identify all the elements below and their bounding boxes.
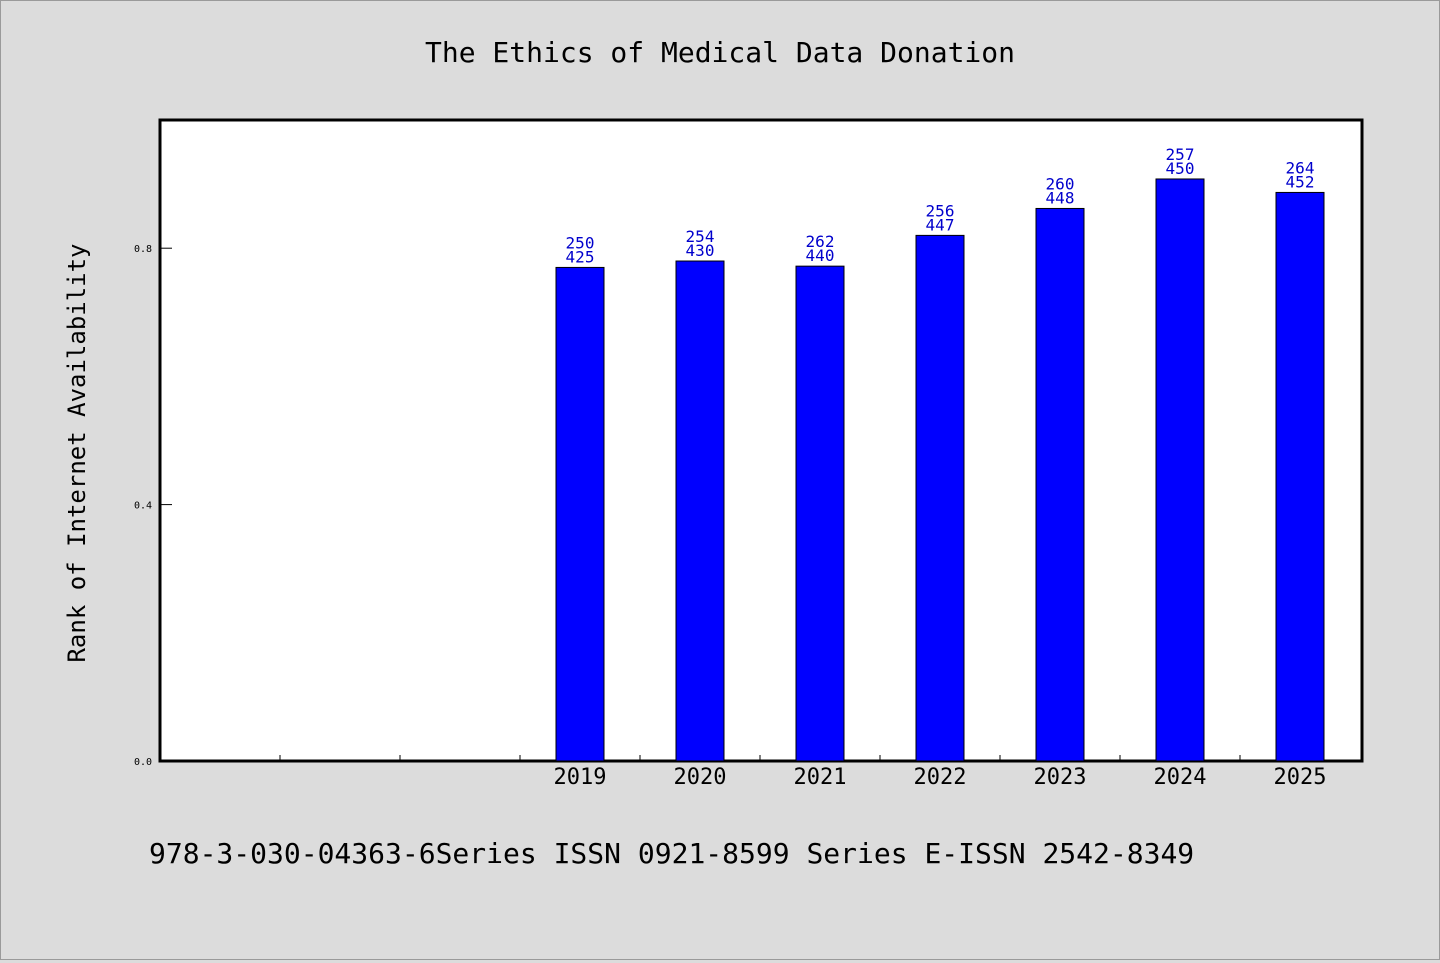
data-label-bottom-2021: 440 (806, 246, 835, 265)
data-label-top-2022: 256 (926, 201, 955, 220)
data-label-bottom-2025: 452 (1286, 172, 1315, 191)
data-label-bottom-2024: 450 (1166, 159, 1195, 178)
data-label-bottom-2019: 425 (566, 247, 595, 266)
data-label-top-2019: 250 (566, 233, 595, 252)
y-axis-ticks: 0.0 0.4 0.8 (134, 244, 172, 768)
bar-2023 (1035, 207, 1085, 762)
x-tick-label-2025: 2025 (1274, 765, 1327, 790)
data-label-top-2023: 260 (1046, 174, 1075, 193)
bar-2019 (555, 266, 605, 762)
data-label-top-2024: 257 (1166, 145, 1195, 164)
y-tick-label: 0.4 (134, 501, 152, 512)
data-label-bottom-2020: 430 (686, 241, 715, 260)
x-axis-ticks: 2019 2020 2021 2022 2023 2024 2025 (279, 755, 1327, 790)
bar-2024 (1155, 178, 1205, 762)
data-label-top-2020: 254 (686, 227, 715, 246)
bar-series (555, 178, 1325, 762)
x-tick-label-2021: 2021 (794, 765, 847, 790)
x-tick-label-2024: 2024 (1154, 765, 1207, 790)
bar-2020 (675, 260, 725, 762)
chart-title: The Ethics of Medical Data Donation (425, 36, 1015, 69)
y-axis-label: Rank of Internet Availability (63, 243, 91, 662)
data-label-bottom-2022: 447 (926, 215, 955, 234)
footer-isbn-text: 978-3-030-04363-6Series ISSN 0921-8599 S… (149, 837, 1194, 870)
data-label-top-2021: 262 (806, 232, 835, 251)
x-tick-label-2023: 2023 (1034, 765, 1087, 790)
y-tick-label: 0.8 (134, 244, 152, 255)
bar-2025 (1275, 191, 1325, 762)
bar-2022 (915, 234, 965, 762)
bar-2021 (795, 265, 845, 762)
data-label-top-2025: 264 (1286, 158, 1315, 177)
data-label-bottom-2023: 448 (1046, 188, 1075, 207)
x-tick-label-2022: 2022 (914, 765, 967, 790)
y-tick-label: 0.0 (134, 757, 152, 768)
x-tick-label-2020: 2020 (674, 765, 727, 790)
x-tick-label-2019: 2019 (554, 765, 607, 790)
